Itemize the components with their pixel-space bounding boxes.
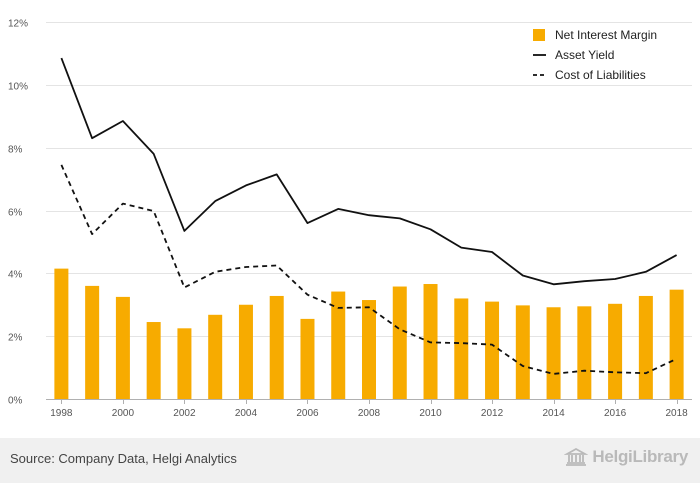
bar <box>238 304 253 399</box>
y-tick-label: 0% <box>8 396 23 407</box>
y-tick-label: 8% <box>8 145 23 156</box>
x-tick-label: 2006 <box>296 408 319 419</box>
legend-swatch <box>533 29 545 41</box>
bar <box>577 306 592 399</box>
x-tick-label: 2016 <box>604 408 627 419</box>
y-tick-label: 10% <box>8 82 28 93</box>
bar <box>392 286 407 399</box>
y-tick-label: 2% <box>8 333 23 344</box>
x-tick-label: 2000 <box>112 408 135 419</box>
y-tick-label: 12% <box>8 19 28 30</box>
legend-label: Net Interest Margin <box>555 28 657 42</box>
library-building-icon <box>564 447 589 466</box>
bar <box>454 298 469 399</box>
x-tick-label: 2018 <box>665 408 688 419</box>
y-tick-label: 4% <box>8 270 23 281</box>
x-tick-label: 2010 <box>419 408 442 419</box>
bar <box>115 296 130 399</box>
bar <box>54 268 69 399</box>
brand-name: HelgiLibrary <box>592 447 688 466</box>
bar <box>546 307 561 399</box>
brand-logo[interactable]: HelgiLibrary <box>564 447 688 467</box>
x-tick-label: 2002 <box>173 408 196 419</box>
bar <box>608 303 623 399</box>
bar <box>300 318 315 399</box>
bar <box>177 328 192 399</box>
bar <box>208 314 223 399</box>
x-tick-label: 2008 <box>358 408 381 419</box>
bar <box>362 300 376 399</box>
x-tick-label: 2014 <box>542 408 565 419</box>
x-tick-label: 2012 <box>481 408 504 419</box>
legend-label: Asset Yield <box>555 48 614 62</box>
bar <box>146 322 161 399</box>
chart: 0% 2% 4% 6% 8% 10% 12% 1998 2000 2002 2004 2006 2008… <box>8 19 692 419</box>
bar <box>269 295 284 399</box>
legend-label: Cost of Liabilities <box>555 68 646 82</box>
series-line <box>60 57 678 286</box>
bar <box>669 289 684 399</box>
bar <box>85 285 100 399</box>
y-tick-label: 6% <box>8 208 23 219</box>
footer: Source: Company Data, Helgi Analytics He… <box>0 438 700 483</box>
bar <box>485 301 500 399</box>
series-line <box>60 164 677 375</box>
bar <box>331 291 346 399</box>
bar <box>638 295 653 399</box>
x-tick-label: 2004 <box>235 408 258 419</box>
x-tick-label: 1998 <box>50 408 73 419</box>
bar <box>515 305 530 399</box>
source-note: Source: Company Data, Helgi Analytics <box>10 451 237 466</box>
